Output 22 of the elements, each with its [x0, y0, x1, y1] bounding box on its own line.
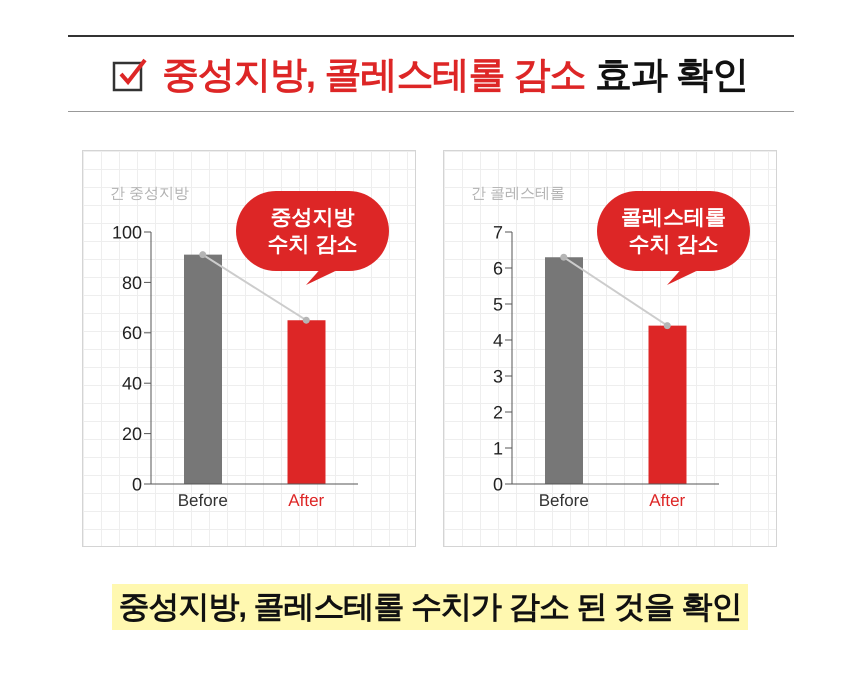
y-tick-label: 80 [122, 272, 142, 293]
x-tick-label: Before [538, 491, 589, 510]
y-tick-label: 1 [492, 438, 503, 458]
y-tick-label: 60 [122, 323, 142, 344]
text: 중성지방, 콜레스테롤 감소 효과 확인 [162, 54, 748, 95]
y-axis-title: 간 콜레스테롤 [471, 184, 566, 203]
y-tick-label: 20 [122, 424, 142, 444]
text: 중성지방, 콜레스테롤 수치가 감소 된 것을 확인 [112, 584, 748, 630]
y-axis-title: 간 중성지방 [110, 184, 190, 203]
y-tick-label: 7 [492, 222, 503, 242]
x-tick-label: Before [178, 491, 228, 510]
y-tick-label: 40 [122, 374, 142, 394]
y-tick-label: 5 [492, 294, 503, 314]
y-tick-label: 2 [492, 402, 503, 422]
y-tick-label: 100 [112, 222, 142, 242]
y-tick-label: 4 [492, 330, 503, 350]
x-tick-label: After [288, 491, 325, 510]
x-tick-label: After [649, 491, 686, 510]
y-tick-label: 0 [492, 474, 503, 494]
y-tick-label: 0 [132, 474, 142, 494]
y-tick-label: 6 [492, 258, 503, 278]
y-tick-label: 3 [492, 366, 503, 386]
